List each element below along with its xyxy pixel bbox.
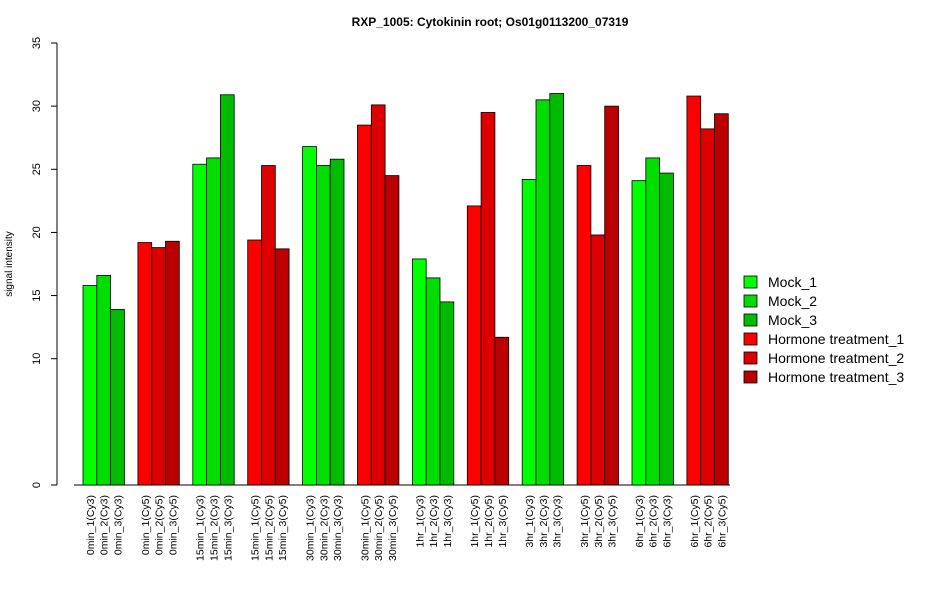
x-tick-label: 30min_1(Cy5) — [359, 495, 371, 561]
x-tick-label: 30min_1(Cy3) — [305, 495, 317, 561]
x-tick-label: 0min_1(Cy3) — [85, 495, 97, 555]
bar — [302, 146, 317, 486]
x-tick-label: 1hr_3(Cy3) — [442, 495, 454, 548]
bar — [137, 242, 153, 486]
x-tick-label: 3hr_1(Cy5) — [579, 495, 591, 548]
y-tick-label: 10 — [31, 353, 43, 365]
bar — [480, 112, 496, 486]
x-tick-label: 6hr_1(Cy3) — [634, 495, 646, 548]
x-tick-label: 6hr_2(Cy5) — [703, 495, 715, 548]
x-tick-label: 0min_3(Cy3) — [113, 495, 125, 555]
x-tick-label: 1hr_3(Cy5) — [497, 495, 509, 548]
bar — [329, 158, 345, 486]
bar — [439, 301, 455, 486]
x-tick-label: 6hr_3(Cy3) — [662, 495, 674, 548]
bar — [466, 205, 482, 486]
bar — [521, 178, 537, 486]
x-tick-label: 1hr_2(Cy3) — [428, 495, 440, 548]
bar — [659, 172, 674, 486]
x-tick-label: 15min_2(Cy5) — [263, 495, 275, 561]
legend: Mock_1 Mock_2 Mock_3 Hormone treatment_1 Hor… — [743, 274, 904, 385]
bar — [219, 94, 235, 486]
x-tick-label: 15min_1(Cy5) — [250, 495, 262, 561]
x-tick-label: 1hr_1(Cy3) — [414, 495, 426, 548]
bar — [714, 113, 729, 486]
y-tick-label: 0 — [31, 482, 43, 488]
legend-label: Hormone treatment_1 — [768, 331, 904, 347]
bar — [192, 163, 208, 486]
bar — [631, 180, 647, 486]
legend-label: Mock_2 — [768, 293, 817, 309]
bar — [96, 274, 112, 486]
bar — [206, 157, 221, 486]
bar — [82, 285, 98, 486]
bar — [535, 99, 551, 486]
bar — [165, 240, 180, 486]
bar — [357, 124, 372, 486]
x-tick-label: 30min_2(Cy5) — [373, 495, 385, 561]
x-tick-label: 6hr_1(Cy5) — [689, 495, 701, 548]
legend-label: Hormone treatment_2 — [768, 350, 904, 366]
bar — [247, 239, 262, 486]
x-tick-label: 3hr_3(Cy3) — [552, 495, 564, 548]
bar — [494, 336, 510, 486]
bar — [590, 234, 606, 486]
bar — [151, 247, 166, 486]
x-tick-label: 15min_1(Cy3) — [195, 495, 207, 561]
y-tick-label: 15 — [31, 289, 43, 301]
legend-label: Hormone treatment_3 — [768, 369, 904, 385]
bar — [686, 95, 702, 486]
bar — [425, 277, 441, 486]
x-tick-label: 0min_3(Cy5) — [167, 495, 179, 555]
legend-swatch — [743, 351, 758, 365]
x-tick-label: 15min_3(Cy5) — [277, 495, 289, 561]
y-axis: 0 10 15 20 25 30 35 — [31, 37, 58, 488]
x-tick-label: 15min_3(Cy3) — [222, 495, 234, 561]
x-tick-label: 3hr_3(Cy5) — [607, 495, 619, 548]
bar — [411, 258, 427, 486]
x-tick-label: 15min_2(Cy3) — [209, 495, 221, 561]
legend-label: Mock_1 — [768, 274, 817, 290]
legend-label: Mock_3 — [768, 312, 817, 328]
x-tick-label: 30min_3(Cy3) — [332, 495, 344, 561]
legend-swatch — [743, 332, 758, 346]
bar — [370, 104, 386, 486]
bar — [645, 157, 660, 486]
x-tick-label: 3hr_2(Cy3) — [538, 495, 550, 548]
y-axis-label: signal intensity — [4, 231, 15, 297]
bar — [700, 128, 715, 486]
x-tick-label: 0min_2(Cy3) — [99, 495, 111, 555]
bar — [261, 165, 276, 486]
x-tick-label: 6hr_2(Cy3) — [648, 495, 660, 548]
y-tick-label: 35 — [31, 37, 43, 49]
chart-title: RXP_1005: Cytokinin root; Os01g0113200_0… — [352, 15, 629, 29]
bar — [315, 165, 331, 486]
legend-swatch — [743, 294, 758, 308]
x-tick-label: 0min_2(Cy5) — [154, 495, 166, 555]
bar — [576, 165, 592, 486]
legend-swatch — [743, 370, 758, 384]
bar — [110, 309, 125, 486]
y-tick-label: 30 — [31, 100, 43, 112]
x-tick-label: 1hr_1(Cy5) — [469, 495, 481, 548]
x-tick-label: 30min_3(Cy5) — [387, 495, 399, 561]
x-tick-label: 30min_2(Cy3) — [318, 495, 330, 561]
bars — [74, 93, 730, 486]
bar — [604, 105, 619, 486]
x-tick-label: 3hr_1(Cy3) — [524, 495, 536, 548]
x-tick-label: 6hr_3(Cy5) — [716, 495, 728, 548]
bar — [384, 175, 400, 486]
x-tick-label: 3hr_2(Cy5) — [593, 495, 605, 548]
bar — [274, 248, 290, 486]
y-tick-label: 20 — [31, 226, 43, 238]
x-tick-label: 1hr_2(Cy5) — [483, 495, 495, 548]
legend-swatch — [743, 275, 758, 289]
x-tick-labels: 0min_1(Cy3) 0min_2(Cy3) 0min_3(Cy3) 0min_1(… — [85, 495, 729, 561]
legend-swatch — [743, 313, 758, 327]
x-tick-label: 0min_1(Cy5) — [140, 495, 152, 555]
y-tick-label: 25 — [31, 163, 43, 175]
bar — [549, 93, 564, 486]
